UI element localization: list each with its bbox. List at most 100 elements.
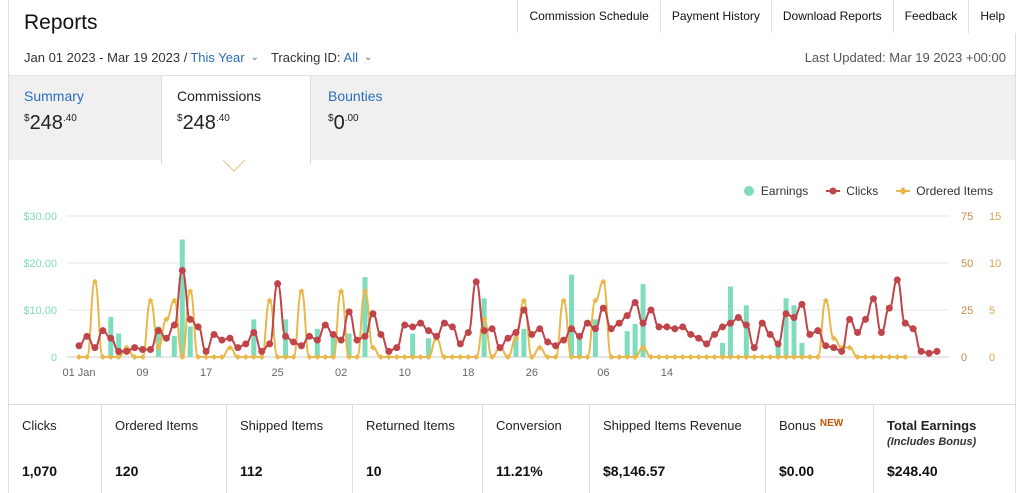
chevron-down-icon[interactable]: ⌄ xyxy=(250,52,259,63)
tracking-label: Tracking ID: xyxy=(270,50,341,65)
ordered-items-point xyxy=(679,354,686,360)
ordered-items-point xyxy=(648,354,654,360)
y-tick-clicks: 25 xyxy=(961,305,973,317)
clicks-point xyxy=(361,332,369,340)
ordered-items-point xyxy=(600,278,607,285)
performance-chart: 0 0 0 $10.00 25 5 $20.00 50 10 $30.00 75 15 01 Jan 09… xyxy=(23,211,1001,379)
tab-bounties[interactable]: Bounties $0.00 xyxy=(313,76,463,161)
earnings-bar xyxy=(632,324,638,357)
ordered-items-point xyxy=(576,354,583,360)
ordered-items-point xyxy=(282,354,289,360)
earnings-bar xyxy=(410,333,416,357)
clicks-point xyxy=(663,323,671,331)
tab-value: $248.40 xyxy=(24,112,77,134)
ordered-items-point xyxy=(298,288,305,295)
ordered-items-point xyxy=(640,344,647,351)
clicks-point xyxy=(353,336,361,344)
clicks-point xyxy=(536,325,544,333)
x-tick-label: 02 xyxy=(335,367,347,379)
ordered-items-point xyxy=(767,354,774,360)
clicks-point xyxy=(107,334,115,342)
x-tick-label: 10 xyxy=(399,367,411,379)
ordered-items-point xyxy=(902,354,909,360)
stats-row: Clicks 1,070 Ordered Items 120 Shipped I… xyxy=(9,404,1015,493)
ordered-items-point xyxy=(179,354,186,360)
earnings-bar xyxy=(426,338,432,357)
period-dropdown[interactable]: This Year xyxy=(190,50,245,65)
ordered-items-point xyxy=(473,354,480,360)
ordered-items-point xyxy=(528,354,535,360)
clicks-point xyxy=(448,323,456,331)
ordered-items-point xyxy=(544,354,551,360)
clicks-point xyxy=(178,267,186,275)
ordered-items-point xyxy=(791,354,797,360)
clicks-point xyxy=(639,319,647,327)
legend-earnings[interactable]: Earnings xyxy=(743,184,808,198)
stat-conversion: Conversion 11.21% xyxy=(483,405,590,493)
ordered-items-point xyxy=(330,354,337,360)
clicks-point xyxy=(647,306,655,314)
clicks-point xyxy=(782,310,790,318)
clicks-point xyxy=(218,336,226,344)
ordered-items-point xyxy=(608,354,615,360)
clicks-point xyxy=(790,314,798,322)
chevron-down-icon[interactable]: ⌄ xyxy=(363,52,373,63)
stat-clicks: Clicks 1,070 xyxy=(9,405,102,493)
clicks-point xyxy=(162,334,170,342)
ordered-items-point xyxy=(107,354,114,360)
clicks-point xyxy=(99,327,107,335)
clicks-point xyxy=(671,325,679,333)
clicks-point xyxy=(560,336,568,344)
tab-label: Summary xyxy=(24,88,84,104)
clicks-point xyxy=(147,345,154,353)
clicks-point xyxy=(512,329,520,337)
ordered-items-point xyxy=(616,354,623,360)
clicks-point xyxy=(186,315,194,323)
ordered-items-point xyxy=(624,354,631,360)
ordered-items-point xyxy=(219,354,225,360)
earnings-bar xyxy=(799,342,805,357)
legend-ordered-items[interactable]: Ordered Items xyxy=(896,184,993,198)
clicks-point xyxy=(798,300,806,308)
download-reports-button[interactable]: Download Reports xyxy=(770,0,893,33)
ordered-items-point xyxy=(505,354,511,360)
clicks-point xyxy=(234,344,242,352)
y-tick-clicks: 75 xyxy=(961,211,973,223)
x-tick-label: 25 xyxy=(271,367,283,379)
clicks-point xyxy=(313,336,321,344)
y-tick-items: 0 xyxy=(989,352,995,364)
legend-ordered-items-marker xyxy=(896,187,911,195)
report-frame xyxy=(8,0,1016,493)
x-tick-label: 26 xyxy=(526,367,538,379)
y-tick-earnings: $20.00 xyxy=(23,258,57,270)
ordered-items-point xyxy=(481,316,488,323)
ordered-items-point xyxy=(409,354,416,360)
clicks-point xyxy=(290,338,297,346)
tracking-id-dropdown[interactable]: All xyxy=(343,50,358,65)
help-button[interactable]: Help xyxy=(968,0,1016,33)
feedback-button[interactable]: Feedback xyxy=(892,0,969,33)
earnings-bar xyxy=(171,335,177,357)
ordered-items-point xyxy=(560,297,567,304)
earnings-bar xyxy=(187,326,193,357)
legend-clicks[interactable]: Clicks xyxy=(826,184,878,198)
x-tick-label: 17 xyxy=(200,367,212,379)
payment-history-button[interactable]: Payment History xyxy=(659,0,771,33)
clicks-point xyxy=(885,304,893,312)
ordered-items-point xyxy=(187,288,194,295)
last-updated: Last Updated: Mar 19 2023 +00:00 xyxy=(804,50,1006,65)
clicks-point xyxy=(433,332,440,340)
ordered-items-point xyxy=(727,354,734,360)
ordered-items-point xyxy=(798,354,805,360)
ordered-items-point xyxy=(346,354,353,360)
tab-summary[interactable]: Summary $248.40 xyxy=(9,76,161,161)
clicks-point xyxy=(607,325,615,333)
commission-schedule-button[interactable]: Commission Schedule xyxy=(517,0,660,33)
ordered-items-point xyxy=(377,354,384,360)
ordered-items-point xyxy=(362,288,368,295)
tab-commissions[interactable]: Commissions $248.40 xyxy=(161,76,311,164)
ordered-items-point xyxy=(814,354,821,360)
x-tick-label: 14 xyxy=(661,367,673,379)
earnings-bar xyxy=(791,305,797,357)
clicks-point xyxy=(869,295,877,303)
